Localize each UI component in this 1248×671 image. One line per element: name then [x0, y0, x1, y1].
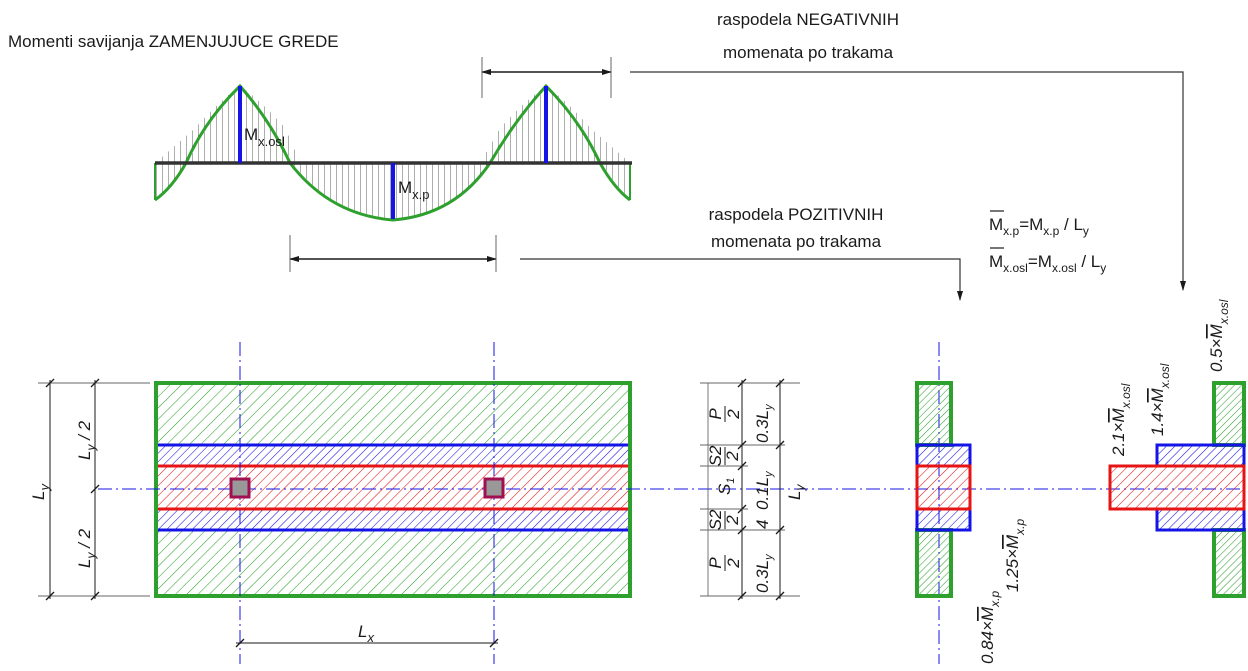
field-strip-bottom [156, 530, 630, 596]
strip-tick-5 [737, 525, 747, 535]
ly-tick-bottom [45, 591, 55, 601]
moment-hatch-upper [155, 86, 630, 163]
neg-column-bottom [1155, 507, 1246, 532]
coef-negative-side: 0.5×Mx.osl [1207, 299, 1231, 372]
pos-column-bottom [915, 507, 972, 532]
negative-annotation-line2: momenata po trakama [723, 43, 894, 62]
strip-dimensions: P 2 S2 2 S1 S2 2 P 2 0.3Ly [700, 378, 807, 601]
neg-middle [1108, 464, 1246, 511]
svg-text:P: P [706, 557, 725, 569]
coef-negative-column: 1.4×Mx.osl [1148, 363, 1172, 436]
strip-tick-3 [737, 461, 747, 471]
lx-tick-left [235, 638, 245, 648]
svg-text:2: 2 [724, 409, 743, 420]
positive-annotation-line1: raspodela POZITIVNIH [709, 205, 884, 224]
coef-positive-side: 0.84×Mx.p [978, 590, 1002, 664]
coef-negative-middle: 2.1×Mx.osl [1109, 383, 1133, 457]
span-moment-label: Mx.p [398, 178, 430, 202]
strip-tick-2 [737, 440, 747, 450]
column-right [483, 477, 505, 499]
formula-mean-support: Mx.osl=Mx.osl / Ly [989, 252, 1106, 275]
moment-diagram-title: Momenti savijanja ZAMENJUJUCE GREDE [8, 32, 339, 51]
p-half-top: P 2 [706, 406, 743, 422]
ly-half-label-top: Ly / 2 [75, 420, 98, 460]
pos-side-top [915, 381, 953, 447]
positive-distribution: 0.84×Mx.p 1.25×Mx.p [915, 342, 1027, 664]
strip-01ly: 0.1Ly [753, 470, 775, 510]
svg-text:2: 2 [723, 451, 742, 462]
support-moment-label: Mx.osl [244, 125, 285, 149]
slab-plan: Lx Ly Ly / 2 Ly / 2 [29, 342, 1240, 664]
moment-curve [154, 83, 631, 222]
pos-column-top [915, 443, 972, 468]
lx-label: Lx [358, 622, 374, 645]
ly-half-tick-mid [90, 484, 100, 494]
strip-4-label: 4 [753, 520, 772, 529]
svg-text:S2: S2 [706, 445, 725, 466]
formula-mean-span: Mx.p=Mx.p / Ly [989, 215, 1089, 238]
p-half-bottom: P 2 [706, 555, 743, 571]
strip-tick-8 [775, 440, 785, 450]
svg-text:2: 2 [724, 558, 743, 569]
neg-side-bottom [1212, 528, 1246, 598]
positive-leader [520, 258, 963, 301]
ly-half-label-bottom: Ly / 2 [75, 528, 98, 568]
positive-annotation-line2: momenata po trakama [711, 232, 882, 251]
strip-ly-total: Ly [785, 484, 807, 500]
column-left [229, 477, 251, 499]
strip-tick-1 [737, 378, 747, 388]
ly-half-tick-top [90, 378, 100, 388]
ly-tick-top [45, 378, 55, 388]
strip-tick-7 [775, 378, 785, 388]
strip-tick-6 [737, 591, 747, 601]
strip-tick-4 [737, 504, 747, 514]
coef-positive-middle: 1.25×Mx.p [1003, 518, 1027, 592]
negative-distribution: 2.1×Mx.osl 1.4×Mx.osl 0.5×Mx.osl [1108, 299, 1246, 598]
annotations: raspodela NEGATIVNIH momenata po trakama… [520, 10, 1186, 301]
s1-label: S1 [715, 478, 737, 495]
ly-half-tick-bottom [90, 591, 100, 601]
svg-text:2: 2 [723, 515, 742, 526]
neg-column-top [1155, 443, 1246, 468]
negative-annotation-line1: raspodela NEGATIVNIH [717, 10, 899, 29]
column-substrip-bottom [154, 507, 632, 532]
ly-label: Ly [29, 483, 52, 500]
strip-tick-10 [775, 591, 785, 601]
negative-leader [630, 71, 1186, 291]
moment-diagram: Momenti savijanja ZAMENJUJUCE GREDE Mx.o… [8, 32, 632, 272]
svg-text:S2: S2 [706, 509, 725, 530]
lx-tick-right [489, 638, 499, 648]
strip-03ly-bottom: 0.3Ly [753, 553, 775, 593]
strip-03ly-top: 0.3Ly [753, 403, 775, 443]
field-strip-top [156, 383, 630, 445]
s2-half-bottom: S2 2 [706, 509, 742, 530]
pos-side-bottom [915, 528, 953, 598]
svg-text:P: P [706, 408, 725, 420]
neg-side-top [1212, 381, 1246, 447]
column-substrip-top [154, 443, 632, 468]
strip-tick-9 [775, 525, 785, 535]
pos-middle [915, 464, 972, 511]
s2-half-top: S2 2 [706, 445, 742, 466]
middle-column-strip [154, 464, 632, 511]
